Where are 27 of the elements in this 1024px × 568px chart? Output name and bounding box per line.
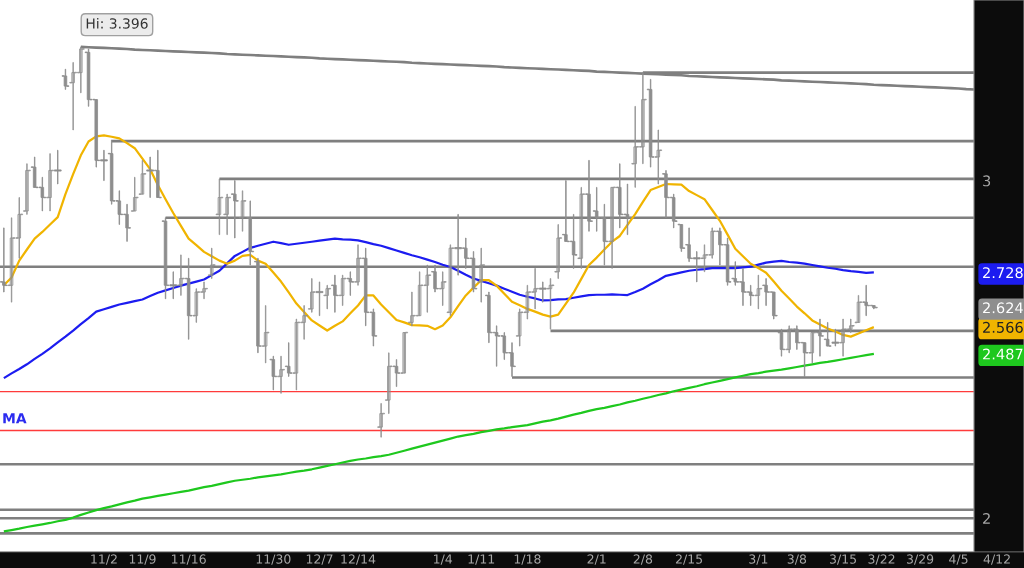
y-tick-label: 2.624 — [983, 302, 1023, 314]
x-tick-label: 2/1 — [587, 554, 606, 565]
x-tick-label: 3/29 — [906, 554, 934, 565]
x-tick-label: 11/30 — [256, 554, 291, 565]
x-tick-label: 3/15 — [829, 554, 857, 565]
x-tick-label: 4/12 — [983, 554, 1010, 565]
x-tick-label: 4/5 — [949, 554, 968, 565]
x-tick-label: 3/22 — [868, 554, 895, 565]
x-tick-label: 1/18 — [514, 554, 541, 565]
x-tick-label: 12/7 — [306, 554, 333, 565]
x-tick-label: 3/1 — [749, 554, 768, 565]
y-tick-label: 2.566 — [983, 321, 1023, 333]
y-tick-label: 2.487 — [983, 348, 1023, 360]
x-tick-label: 12/14 — [341, 554, 376, 565]
x-tick-label: 11/2 — [91, 554, 117, 565]
y-tick-label: 2.728 — [983, 267, 1023, 279]
x-tick-label: 1/4 — [434, 554, 453, 565]
annotation: MA — [3, 413, 27, 424]
x-tick-label: 2/8 — [633, 554, 653, 565]
x-tick-label: 11/9 — [129, 554, 156, 565]
x-tick-label: 1/11 — [468, 554, 495, 565]
x-tick-label: 2/15 — [675, 554, 703, 565]
y-tick-label: 3 — [983, 175, 991, 187]
x-tick-label: 11/16 — [171, 554, 206, 565]
annotation: Hi: 3.396 — [86, 17, 148, 29]
y-tick-label: 2 — [983, 512, 990, 524]
x-tick-label: 3/8 — [787, 554, 807, 565]
